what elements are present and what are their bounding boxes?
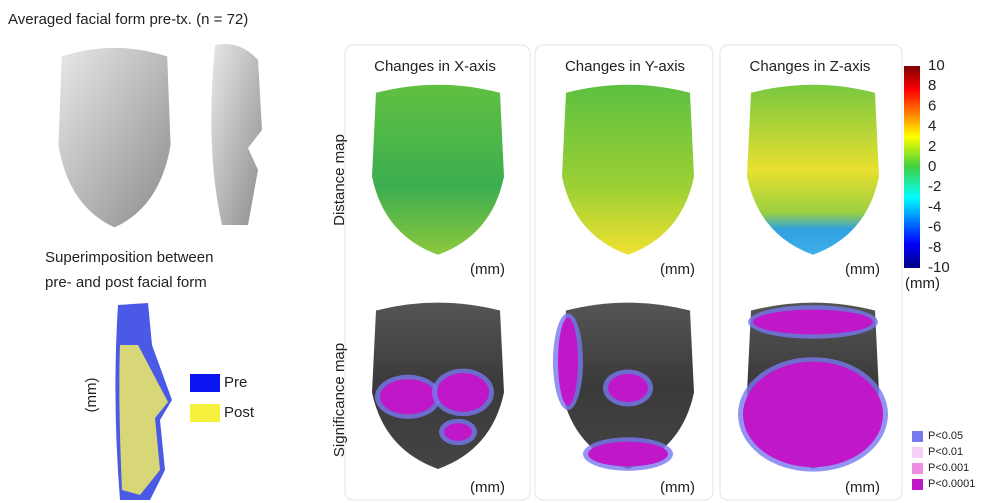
significance-region — [380, 379, 436, 414]
colorbar-tick-label: 4 — [928, 118, 936, 135]
unit-label: (mm) — [470, 261, 505, 278]
legend-swatch — [190, 404, 220, 422]
unit-label: (mm) — [470, 479, 505, 496]
superimposition-title: pre- and post facial form — [45, 274, 207, 291]
unit-label: (mm) — [660, 261, 695, 278]
figure-title: Averaged facial form pre-tx. (n = 72) — [8, 11, 248, 28]
legend-label: P<0.001 — [928, 462, 969, 474]
profile-face-image — [211, 44, 262, 225]
figure: Averaged facial form pre-tx. (n = 72) Su… — [0, 0, 986, 503]
unit-label: (mm) — [845, 479, 880, 496]
colorbar-tick-label: 6 — [928, 97, 936, 114]
unit-label: (mm) — [845, 261, 880, 278]
colorbar-tick-label: -6 — [928, 219, 941, 236]
legend-swatch — [912, 479, 923, 490]
significance-map-image — [553, 303, 694, 471]
colorbar-tick-label: -2 — [928, 178, 941, 195]
colorbar-tick-label: 8 — [928, 77, 936, 94]
column-title: Changes in X-axis — [374, 58, 496, 75]
legend-label: Post — [224, 404, 255, 421]
unit-label: (mm) — [660, 479, 695, 496]
significance-region — [753, 310, 873, 335]
colorbar-tick-label: 10 — [928, 57, 945, 74]
colorbar — [904, 66, 920, 268]
legend-swatch — [190, 374, 220, 392]
column-title: Changes in Y-axis — [565, 58, 685, 75]
colorbar-tick-label: 2 — [928, 138, 936, 155]
legend-swatch — [912, 447, 923, 458]
significance-region — [588, 442, 668, 467]
colorbar-tick-label: -10 — [928, 259, 950, 276]
significance-map-image — [738, 303, 888, 472]
legend-label: P<0.0001 — [928, 478, 975, 490]
significance-region — [608, 374, 648, 402]
axis-label: (mm) — [83, 378, 100, 413]
legend-swatch — [912, 431, 923, 442]
legend-label: P<0.05 — [928, 430, 963, 442]
significance-region — [743, 362, 883, 468]
column-title: Changes in Z-axis — [750, 58, 871, 75]
colorbar-unit: (mm) — [905, 275, 940, 292]
significance-region — [558, 318, 578, 406]
distance-map-image — [747, 85, 879, 255]
legend-label: Pre — [224, 374, 247, 391]
distance-map-image — [562, 85, 694, 255]
significance-region — [444, 423, 472, 441]
front-face-image — [58, 48, 170, 228]
colorbar-tick-label: 0 — [928, 158, 936, 175]
colorbar-tick-label: -8 — [928, 239, 941, 256]
legend-swatch — [912, 463, 923, 474]
superimposition-title: Superimposition between — [45, 249, 213, 266]
legend-label: P<0.01 — [928, 446, 963, 458]
row-label: Distance map — [331, 134, 348, 226]
significance-map-image — [372, 303, 504, 469]
colorbar-tick-label: -4 — [928, 198, 941, 215]
distance-map-image — [372, 85, 504, 255]
superimposition-image — [115, 303, 172, 500]
row-label: Significance map — [331, 343, 348, 457]
significance-region — [437, 373, 489, 412]
